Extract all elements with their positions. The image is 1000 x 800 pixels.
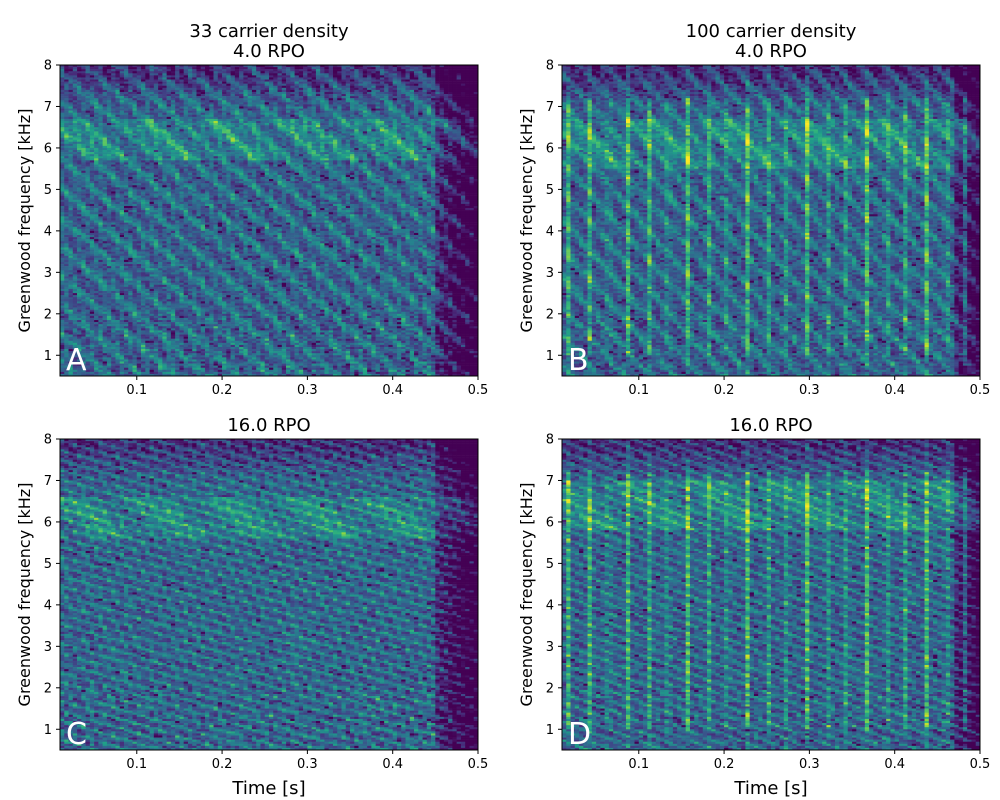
y-tick-label: 7 <box>44 100 52 115</box>
y-axis-label: Greenwood frequency [kHz] <box>15 109 34 333</box>
y-tick-label: 1 <box>44 723 52 738</box>
x-tick-label: 0.5 <box>970 383 991 398</box>
y-tick-label: 3 <box>44 266 52 281</box>
panel-letter: B <box>568 343 589 378</box>
x-tick-label: 0.1 <box>126 383 147 398</box>
x-tick-label: 0.3 <box>297 757 318 772</box>
heatmap-image <box>562 439 980 750</box>
y-axis-label: Greenwood frequency [kHz] <box>15 483 34 707</box>
panel-title: 4.0 RPO <box>735 41 807 62</box>
panel-title: 16.0 RPO <box>227 415 310 436</box>
y-tick-label: 7 <box>546 100 554 115</box>
x-tick-label: 0.2 <box>714 383 735 398</box>
x-axis-label: Time [s] <box>733 778 807 799</box>
y-tick-label: 5 <box>546 183 554 198</box>
y-tick-label: 1 <box>546 723 554 738</box>
y-tick-label: 8 <box>546 433 554 448</box>
x-tick-label: 0.4 <box>382 757 403 772</box>
x-tick-label: 0.2 <box>212 383 233 398</box>
y-tick-label: 4 <box>44 224 52 239</box>
y-tick-label: 6 <box>44 515 52 530</box>
x-tick-label: 0.3 <box>799 757 820 772</box>
x-tick-label: 0.4 <box>884 383 905 398</box>
y-tick-label: 7 <box>44 474 52 489</box>
y-axis-label: Greenwood frequency [kHz] <box>517 483 536 707</box>
heatmap-image <box>60 439 478 750</box>
panel-c: 0.1 0.2 0.3 0.4 0.5 1 2 3 4 5 6 7 8 16.0 RPO Greenwood… <box>15 415 488 799</box>
x-tick-label: 0.5 <box>468 757 489 772</box>
panel-b: 0.1 0.2 0.3 0.4 0.5 1 2 3 4 5 6 7 8 100 carrier densi… <box>517 21 990 398</box>
y-axis-label: Greenwood frequency [kHz] <box>517 109 536 333</box>
panel-title: 16.0 RPO <box>729 415 812 436</box>
y-tick-label: 8 <box>546 59 554 74</box>
y-tick-label: 4 <box>546 598 554 613</box>
panel-title: 33 carrier density <box>189 21 349 42</box>
y-tick-label: 2 <box>44 307 52 322</box>
y-tick-label: 8 <box>44 59 52 74</box>
panel-a: 0.1 0.2 0.3 0.4 0.5 1 2 3 4 5 6 7 8 33 carrier densit… <box>15 21 488 398</box>
x-tick-label: 0.1 <box>628 383 649 398</box>
x-tick-label: 0.5 <box>468 383 489 398</box>
y-tick-label: 3 <box>44 640 52 655</box>
y-tick-label: 8 <box>44 433 52 448</box>
x-tick-label: 0.4 <box>884 757 905 772</box>
x-tick-label: 0.3 <box>799 383 820 398</box>
x-tick-label: 0.2 <box>212 757 233 772</box>
panel-title: 4.0 RPO <box>233 41 305 62</box>
x-tick-label: 0.1 <box>628 757 649 772</box>
x-tick-label: 0.4 <box>382 383 403 398</box>
y-tick-label: 6 <box>546 141 554 156</box>
y-tick-label: 7 <box>546 474 554 489</box>
y-tick-label: 1 <box>44 349 52 364</box>
y-tick-label: 3 <box>546 640 554 655</box>
panel-letter: D <box>568 717 591 752</box>
x-axis-label: Time [s] <box>231 778 305 799</box>
y-tick-label: 1 <box>546 349 554 364</box>
y-tick-label: 6 <box>44 141 52 156</box>
y-tick-label: 6 <box>546 515 554 530</box>
heatmap-image <box>60 65 478 376</box>
heatmap-image <box>562 65 980 376</box>
y-tick-label: 4 <box>44 598 52 613</box>
panel-d: 0.1 0.2 0.3 0.4 0.5 1 2 3 4 5 6 7 8 16.0 RPO Greenwood… <box>517 415 990 799</box>
y-tick-label: 2 <box>44 681 52 696</box>
y-tick-label: 4 <box>546 224 554 239</box>
x-tick-label: 0.2 <box>714 757 735 772</box>
y-tick-label: 5 <box>546 557 554 572</box>
x-tick-label: 0.5 <box>970 757 991 772</box>
y-tick-label: 5 <box>44 183 52 198</box>
y-tick-label: 5 <box>44 557 52 572</box>
x-tick-label: 0.1 <box>126 757 147 772</box>
panel-letter: C <box>66 717 87 752</box>
y-tick-label: 2 <box>546 681 554 696</box>
panel-letter: A <box>66 343 87 378</box>
y-tick-label: 3 <box>546 266 554 281</box>
x-tick-label: 0.3 <box>297 383 318 398</box>
y-tick-label: 2 <box>546 307 554 322</box>
panel-title: 100 carrier density <box>686 21 857 42</box>
